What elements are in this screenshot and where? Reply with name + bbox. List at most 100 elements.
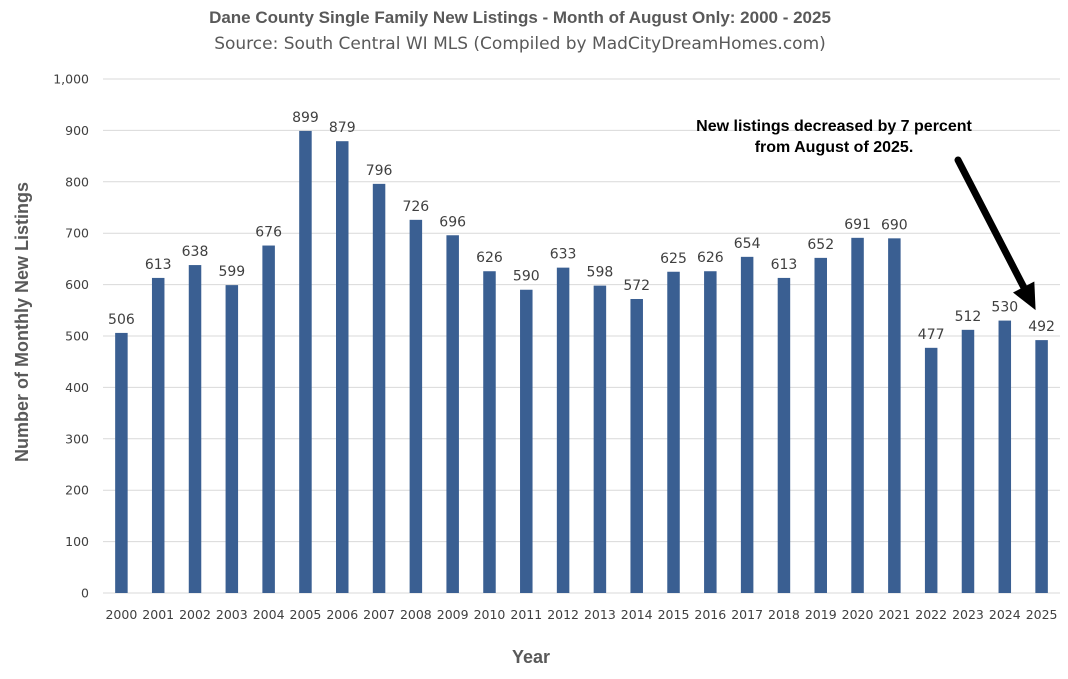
data-label: 572 <box>623 278 650 294</box>
y-tick-label: 500 <box>65 329 89 344</box>
y-tick-label: 100 <box>65 534 89 549</box>
bar <box>1035 340 1048 593</box>
y-tick-label: 400 <box>65 380 89 395</box>
bar <box>998 320 1012 593</box>
annotation-arrow <box>954 156 1036 311</box>
x-axis-ticks: 2000 2001 2002 2003 2004 2005 2006 2007 2008 2009… <box>105 607 1057 622</box>
bar <box>961 329 975 593</box>
bars <box>115 130 1048 594</box>
x-tick-label: 2005 <box>290 607 322 622</box>
bar <box>777 277 791 593</box>
y-tick-label: 600 <box>65 277 89 292</box>
data-label: 626 <box>476 250 503 266</box>
bar <box>924 347 938 593</box>
x-tick-label: 2006 <box>326 607 358 622</box>
y-axis-title: Number of Monthly New Listings <box>12 182 32 462</box>
x-tick-label: 2024 <box>989 607 1021 622</box>
x-tick-label: 2020 <box>842 607 874 622</box>
bar <box>262 245 275 593</box>
bar <box>740 256 754 593</box>
x-tick-label: 2000 <box>105 607 137 622</box>
bar <box>593 285 607 593</box>
x-tick-label: 2012 <box>547 607 579 622</box>
bar <box>630 298 643 593</box>
data-label: 506 <box>108 312 135 328</box>
bar <box>446 235 459 594</box>
x-axis-title: Year <box>512 647 550 667</box>
annotation-line-2: from August of 2025. <box>755 139 914 156</box>
y-tick-label: 200 <box>65 483 89 498</box>
data-label: 492 <box>1028 319 1055 335</box>
gridlines <box>103 78 1060 594</box>
y-tick-label: 900 <box>65 123 89 138</box>
arrow-head <box>1012 281 1036 311</box>
x-tick-label: 2001 <box>142 607 174 622</box>
data-label: 477 <box>918 327 945 343</box>
data-label: 654 <box>734 236 761 252</box>
arrow-shaft <box>954 156 1028 291</box>
data-label: 696 <box>439 214 466 230</box>
bar <box>372 183 386 593</box>
data-label: 613 <box>145 257 172 273</box>
y-tick-label: 800 <box>65 174 89 189</box>
x-tick-label: 2010 <box>474 607 506 622</box>
y-tick-label: 1,000 <box>53 72 89 87</box>
x-tick-label: 2016 <box>694 607 726 622</box>
data-label: 691 <box>844 217 871 233</box>
bar <box>667 271 680 593</box>
y-tick-label: 0 <box>81 586 89 601</box>
data-label: 626 <box>697 250 724 266</box>
data-label: 599 <box>218 264 245 280</box>
y-tick-label: 300 <box>65 431 89 446</box>
x-tick-label: 2002 <box>179 607 211 622</box>
data-label: 796 <box>366 163 393 179</box>
x-tick-label: 2019 <box>805 607 837 622</box>
bar <box>483 271 496 593</box>
bar <box>115 332 128 593</box>
data-label: 690 <box>881 217 908 233</box>
x-tick-label: 2013 <box>584 607 616 622</box>
data-label: 676 <box>255 225 282 241</box>
chart-subtitle: Source: South Central WI MLS (Compiled b… <box>214 34 826 54</box>
chart-title: Dane County Single Family New Listings -… <box>209 8 831 27</box>
bar <box>409 219 423 593</box>
data-label: 899 <box>292 110 319 126</box>
x-tick-label: 2025 <box>1026 607 1058 622</box>
bar <box>151 277 165 593</box>
bar <box>556 267 570 593</box>
x-tick-label: 2004 <box>253 607 285 622</box>
x-tick-label: 2018 <box>768 607 800 622</box>
data-labels: 506 613 638 599 676 899 879 796 726 696 626 590 633 5… <box>108 110 1055 343</box>
x-tick-label: 2003 <box>216 607 248 622</box>
data-label: 590 <box>513 269 540 285</box>
bar <box>851 237 864 594</box>
data-label: 625 <box>660 251 687 267</box>
x-tick-label: 2008 <box>400 607 432 622</box>
x-tick-label: 2007 <box>363 607 395 622</box>
data-label: 726 <box>402 199 429 215</box>
x-tick-label: 2015 <box>658 607 690 622</box>
bar <box>336 141 349 593</box>
x-tick-label: 2021 <box>878 607 910 622</box>
data-label: 652 <box>807 237 834 253</box>
data-label: 530 <box>991 300 1018 316</box>
x-tick-label: 2017 <box>731 607 763 622</box>
x-tick-label: 2009 <box>437 607 469 622</box>
x-tick-label: 2023 <box>952 607 984 622</box>
data-label: 598 <box>587 265 614 281</box>
x-tick-label: 2011 <box>510 607 542 622</box>
bar <box>888 238 901 593</box>
data-label: 613 <box>771 257 798 273</box>
data-label: 638 <box>182 244 209 260</box>
data-label: 633 <box>550 247 577 263</box>
bar <box>299 130 312 593</box>
bar <box>520 289 533 593</box>
bar <box>225 285 239 593</box>
y-tick-label: 700 <box>65 226 89 241</box>
x-tick-label: 2014 <box>621 607 653 622</box>
data-label: 512 <box>955 309 982 325</box>
x-tick-label: 2022 <box>915 607 947 622</box>
annotation-line-1: New listings decreased by 7 percent <box>696 118 972 135</box>
y-axis-ticks: 0 100 200 300 400 500 600 700 800 900 1,000 <box>53 72 89 601</box>
